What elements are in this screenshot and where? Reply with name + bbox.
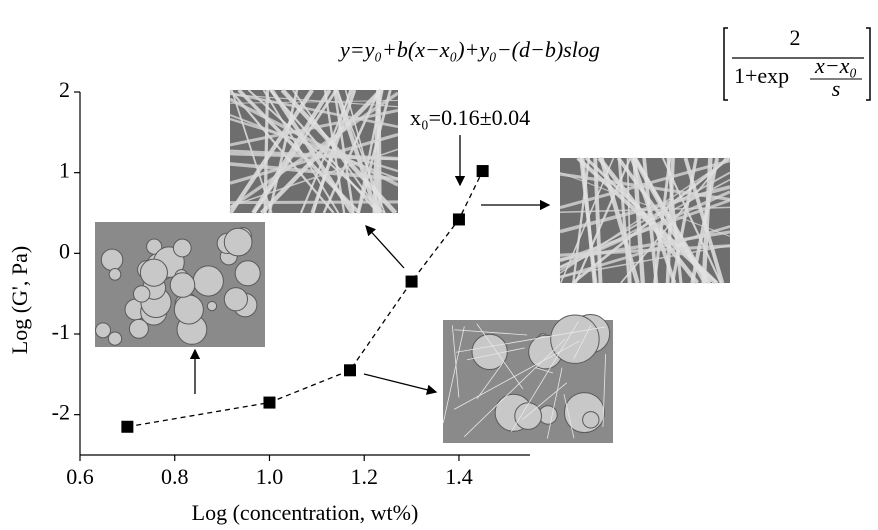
- x-tick-label: 1.4: [445, 464, 473, 489]
- bead: [224, 228, 252, 256]
- data-point: [344, 364, 356, 376]
- bead: [174, 295, 203, 324]
- bead: [564, 393, 604, 433]
- equation: y=y₀+b(x−x₀)+y₀−(d−b)slog 2 1+exp x−x₀ s: [338, 25, 870, 101]
- bead: [170, 273, 195, 298]
- bead: [108, 332, 121, 345]
- x-tick-label: 0.6: [66, 464, 94, 489]
- x-tick-label: 1.0: [256, 464, 284, 489]
- equation-inner-numerator: x−x₀: [814, 53, 857, 78]
- y-axis-label: Log (G', Pa): [7, 246, 32, 354]
- fiber: [230, 202, 398, 203]
- bead: [140, 259, 167, 286]
- arrow: [364, 374, 436, 392]
- data-point: [121, 421, 133, 433]
- bead: [96, 323, 111, 338]
- equation-denominator: 1+exp: [734, 63, 789, 88]
- data-point: [263, 397, 275, 409]
- equation-numerator: 2: [790, 25, 801, 50]
- y-tick-label: 2: [59, 77, 70, 102]
- bead: [129, 319, 148, 338]
- data-point: [477, 165, 489, 177]
- y-tick-label: 1: [59, 158, 70, 183]
- bead: [583, 412, 599, 428]
- x-axis-label: Log (concentration, wt%): [192, 500, 419, 525]
- micrographs: [95, 90, 730, 443]
- data-point: [453, 213, 465, 225]
- data-point: [406, 276, 418, 288]
- arrow: [366, 226, 404, 268]
- bead: [173, 239, 191, 257]
- equation-inner-denominator: s: [832, 76, 841, 101]
- bead: [193, 266, 223, 296]
- bead: [224, 288, 247, 311]
- y-tick-label: -1: [52, 319, 70, 344]
- bead: [235, 261, 260, 286]
- x-tick-label: 1.2: [350, 464, 378, 489]
- annotation: x₀=0.16±0.04: [410, 105, 530, 130]
- y-tick-label: -2: [52, 400, 70, 425]
- bead: [101, 249, 122, 270]
- bead: [207, 301, 216, 310]
- equation-main: y=y₀+b(x−x₀)+y₀−(d−b)slog: [338, 37, 600, 62]
- y-tick-label: 0: [59, 238, 70, 263]
- x-tick-label: 0.8: [161, 464, 189, 489]
- chart: Log (G', Pa) Log (concentration, wt%) x₀…: [0, 0, 878, 530]
- bead: [109, 268, 121, 280]
- bead: [133, 286, 149, 302]
